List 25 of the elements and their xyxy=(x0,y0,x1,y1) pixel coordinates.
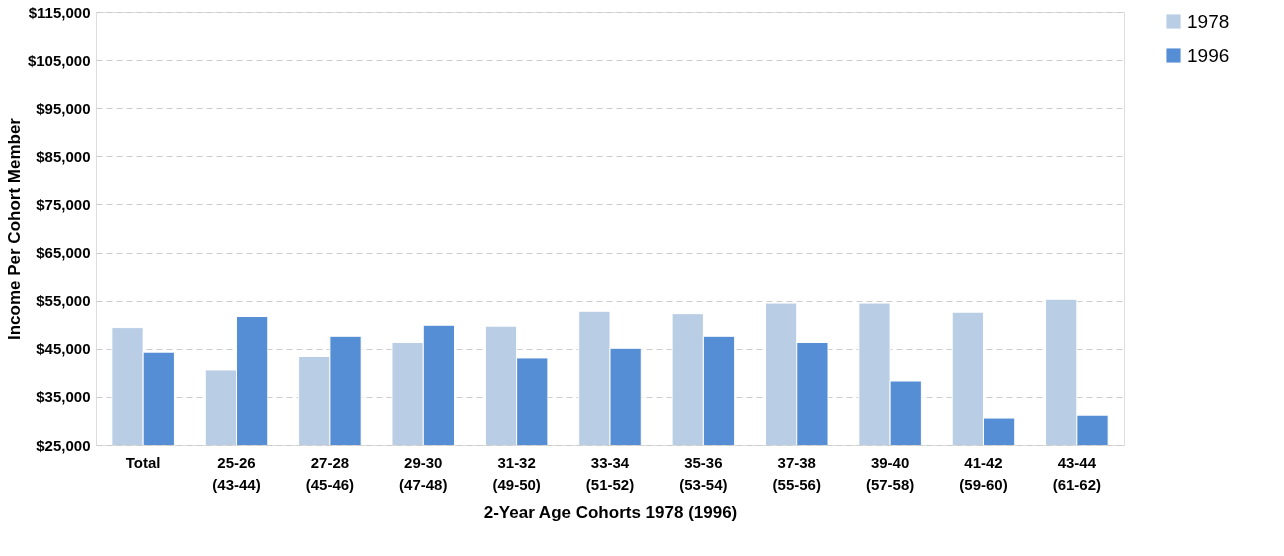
x-tick-label: 25-26 (43-44) xyxy=(212,453,261,493)
x-tick-label: 27-28 (45-46) xyxy=(305,453,355,493)
x-tick-label: 41-42 (59-60) xyxy=(959,453,1008,493)
y-axis-title: Income Per Cohort Member xyxy=(4,117,24,340)
y-tick-label: $65,000 xyxy=(36,244,91,262)
x-tick-label: 43-44 (61-62) xyxy=(1052,453,1102,493)
x-axis-title: 2-Year Age Cohorts 1978 (1996) xyxy=(483,502,738,522)
y-tick-label: $95,000 xyxy=(36,99,91,117)
x-tick-label: Total xyxy=(125,453,161,471)
legend-label: 1978 xyxy=(1187,10,1230,32)
y-tick-label: $85,000 xyxy=(36,147,91,165)
y-tick-label: $55,000 xyxy=(36,292,91,310)
legend-label: 1996 xyxy=(1187,44,1230,66)
y-tick-label: $45,000 xyxy=(36,340,91,358)
y-tick-label: $75,000 xyxy=(36,195,91,213)
x-tick-label: 33-34 (51-52) xyxy=(585,453,635,493)
y-tick-label: $115,000 xyxy=(28,3,91,21)
x-tick-label: 29-30 (47-48) xyxy=(399,453,448,493)
x-tick-label: 35-36 (53-54) xyxy=(679,453,728,493)
x-tick-label: 31-32 (49-50) xyxy=(492,453,541,493)
x-tick-label: 39-40 (57-58) xyxy=(865,453,915,493)
y-tick-label: $105,000 xyxy=(27,51,91,69)
y-tick-label: $35,000 xyxy=(36,388,91,406)
x-tick-label: 37-38 (55-56) xyxy=(772,453,821,493)
y-tick-label: $25,000 xyxy=(36,436,91,454)
